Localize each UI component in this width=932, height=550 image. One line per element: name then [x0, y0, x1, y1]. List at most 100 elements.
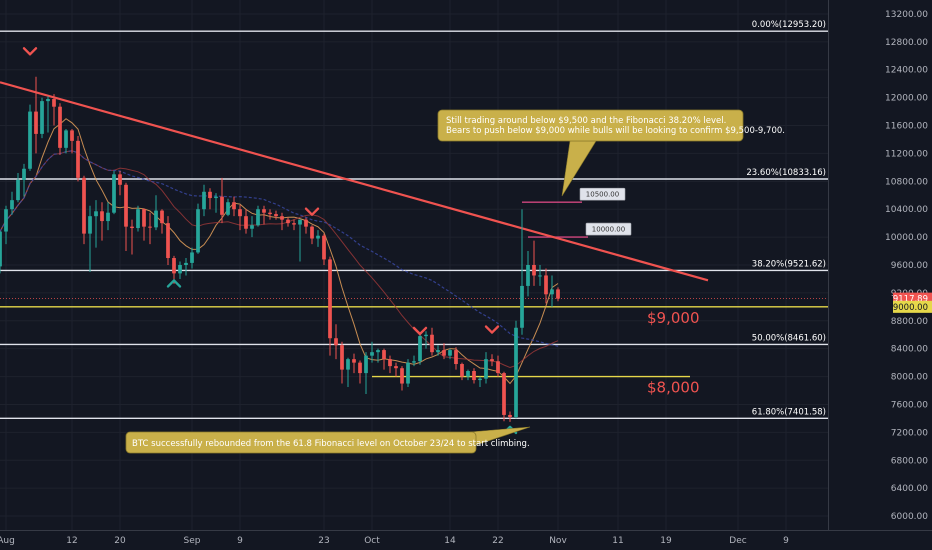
candle	[472, 368, 476, 384]
candle-body	[514, 327, 518, 418]
candle	[430, 327, 434, 356]
moving-averages	[0, 118, 559, 385]
price-tick-label: 13200.00	[885, 10, 928, 20]
candle	[532, 240, 536, 286]
time-tick-label: 12	[66, 536, 77, 546]
candle-body	[316, 235, 320, 239]
candle	[232, 196, 236, 217]
candle	[70, 129, 74, 154]
candle-body	[268, 212, 272, 215]
candle	[268, 209, 272, 220]
chevron-up-icon	[166, 279, 182, 288]
candle	[76, 135, 80, 182]
target-tag-box	[585, 222, 632, 236]
candle	[496, 355, 500, 377]
candle	[214, 193, 218, 213]
price-axis[interactable]: 6000.00 6400.00 6800.00 7200.00 7600.00 8000.…	[828, 0, 932, 550]
price-tick-label: 6000.00	[891, 512, 928, 522]
candle	[490, 354, 494, 367]
candle-body	[88, 216, 92, 234]
candle-body	[346, 359, 350, 370]
candle-body	[34, 111, 38, 134]
time-tick-label: 11	[612, 536, 623, 546]
fib-level-label: 61.80%(7401.58)	[752, 407, 826, 417]
target-tag-label: 10000.00	[592, 226, 625, 234]
candle-body	[214, 196, 218, 199]
candle-body	[0, 231, 2, 267]
candle-body	[220, 196, 224, 215]
candle-body	[190, 252, 194, 263]
candle-body	[472, 371, 476, 381]
candle-body	[178, 265, 182, 274]
time-axis[interactable]: Aug 12 20 Sep 9 23 Oct 14 22 Nov 11 19 Dec 9	[0, 530, 932, 550]
ma-short	[0, 118, 559, 385]
candlesticks	[0, 76, 560, 422]
candle	[508, 411, 512, 422]
candle	[448, 348, 452, 360]
candle-body	[238, 209, 242, 217]
candle	[124, 182, 128, 252]
horizontal-level-label: $9,000	[647, 309, 700, 327]
candle	[238, 205, 242, 231]
candle-body	[274, 214, 278, 217]
candle	[550, 275, 554, 307]
time-tick-label: Oct	[364, 536, 380, 546]
level-tag-box	[893, 300, 932, 313]
candle-body	[454, 350, 458, 365]
candle	[10, 191, 14, 215]
candle-body	[424, 334, 428, 337]
time-axis-background	[0, 530, 932, 550]
candle-body	[106, 212, 110, 222]
candle-body	[298, 219, 302, 225]
candle-body	[196, 209, 200, 253]
candle-body	[388, 359, 392, 367]
candle	[34, 76, 38, 154]
candle	[112, 170, 116, 215]
candle-body	[142, 209, 146, 227]
annotation-bottom[interactable]: BTC successfully rebounded from the 61.8…	[125, 426, 531, 454]
candle-body	[490, 359, 494, 362]
candle	[412, 355, 416, 367]
annotation-box	[437, 109, 744, 142]
candle	[250, 216, 254, 238]
candle	[274, 210, 278, 220]
candle-body	[520, 285, 524, 328]
candle	[544, 268, 548, 304]
candle-body	[76, 140, 80, 178]
candle	[208, 188, 212, 210]
candle-body	[364, 355, 368, 374]
candle	[466, 369, 470, 381]
candle-body	[484, 359, 488, 379]
candle	[256, 205, 260, 227]
annotation-top[interactable]: Still trading around below $9,500 and th…	[437, 109, 785, 197]
candle	[382, 348, 386, 370]
candle	[28, 104, 32, 171]
candle	[202, 184, 206, 217]
time-tick-label: 20	[114, 536, 126, 546]
candle	[118, 170, 122, 196]
candle-body	[172, 258, 176, 274]
candle	[286, 217, 290, 227]
candle-body	[448, 350, 452, 356]
horizontal-levels: $9,000 $8,000 10500.00 10000.00	[0, 187, 828, 397]
candle	[16, 172, 20, 203]
price-tick-label: 7200.00	[891, 428, 928, 438]
fibonacci-levels: 0.00%(12953.20) 23.60%(10833.16) 38.20%(95…	[0, 20, 828, 420]
candle	[376, 348, 380, 363]
candle	[58, 103, 62, 155]
target-tag[interactable]: 10000.00	[585, 222, 632, 236]
candle-body	[370, 352, 374, 356]
trendline[interactable]	[0, 81, 709, 282]
time-tick-label: Dec	[729, 536, 746, 546]
target-tag[interactable]: 10500.00	[579, 187, 626, 201]
candle	[526, 251, 530, 297]
candle	[154, 195, 158, 231]
candle-body	[250, 225, 254, 229]
candle-body	[394, 366, 398, 369]
candle	[184, 258, 188, 276]
candle	[484, 352, 488, 384]
descending-trendline[interactable]	[0, 81, 709, 282]
annotations[interactable]: Still trading around below $9,500 and th…	[125, 109, 785, 454]
candle	[364, 352, 368, 395]
